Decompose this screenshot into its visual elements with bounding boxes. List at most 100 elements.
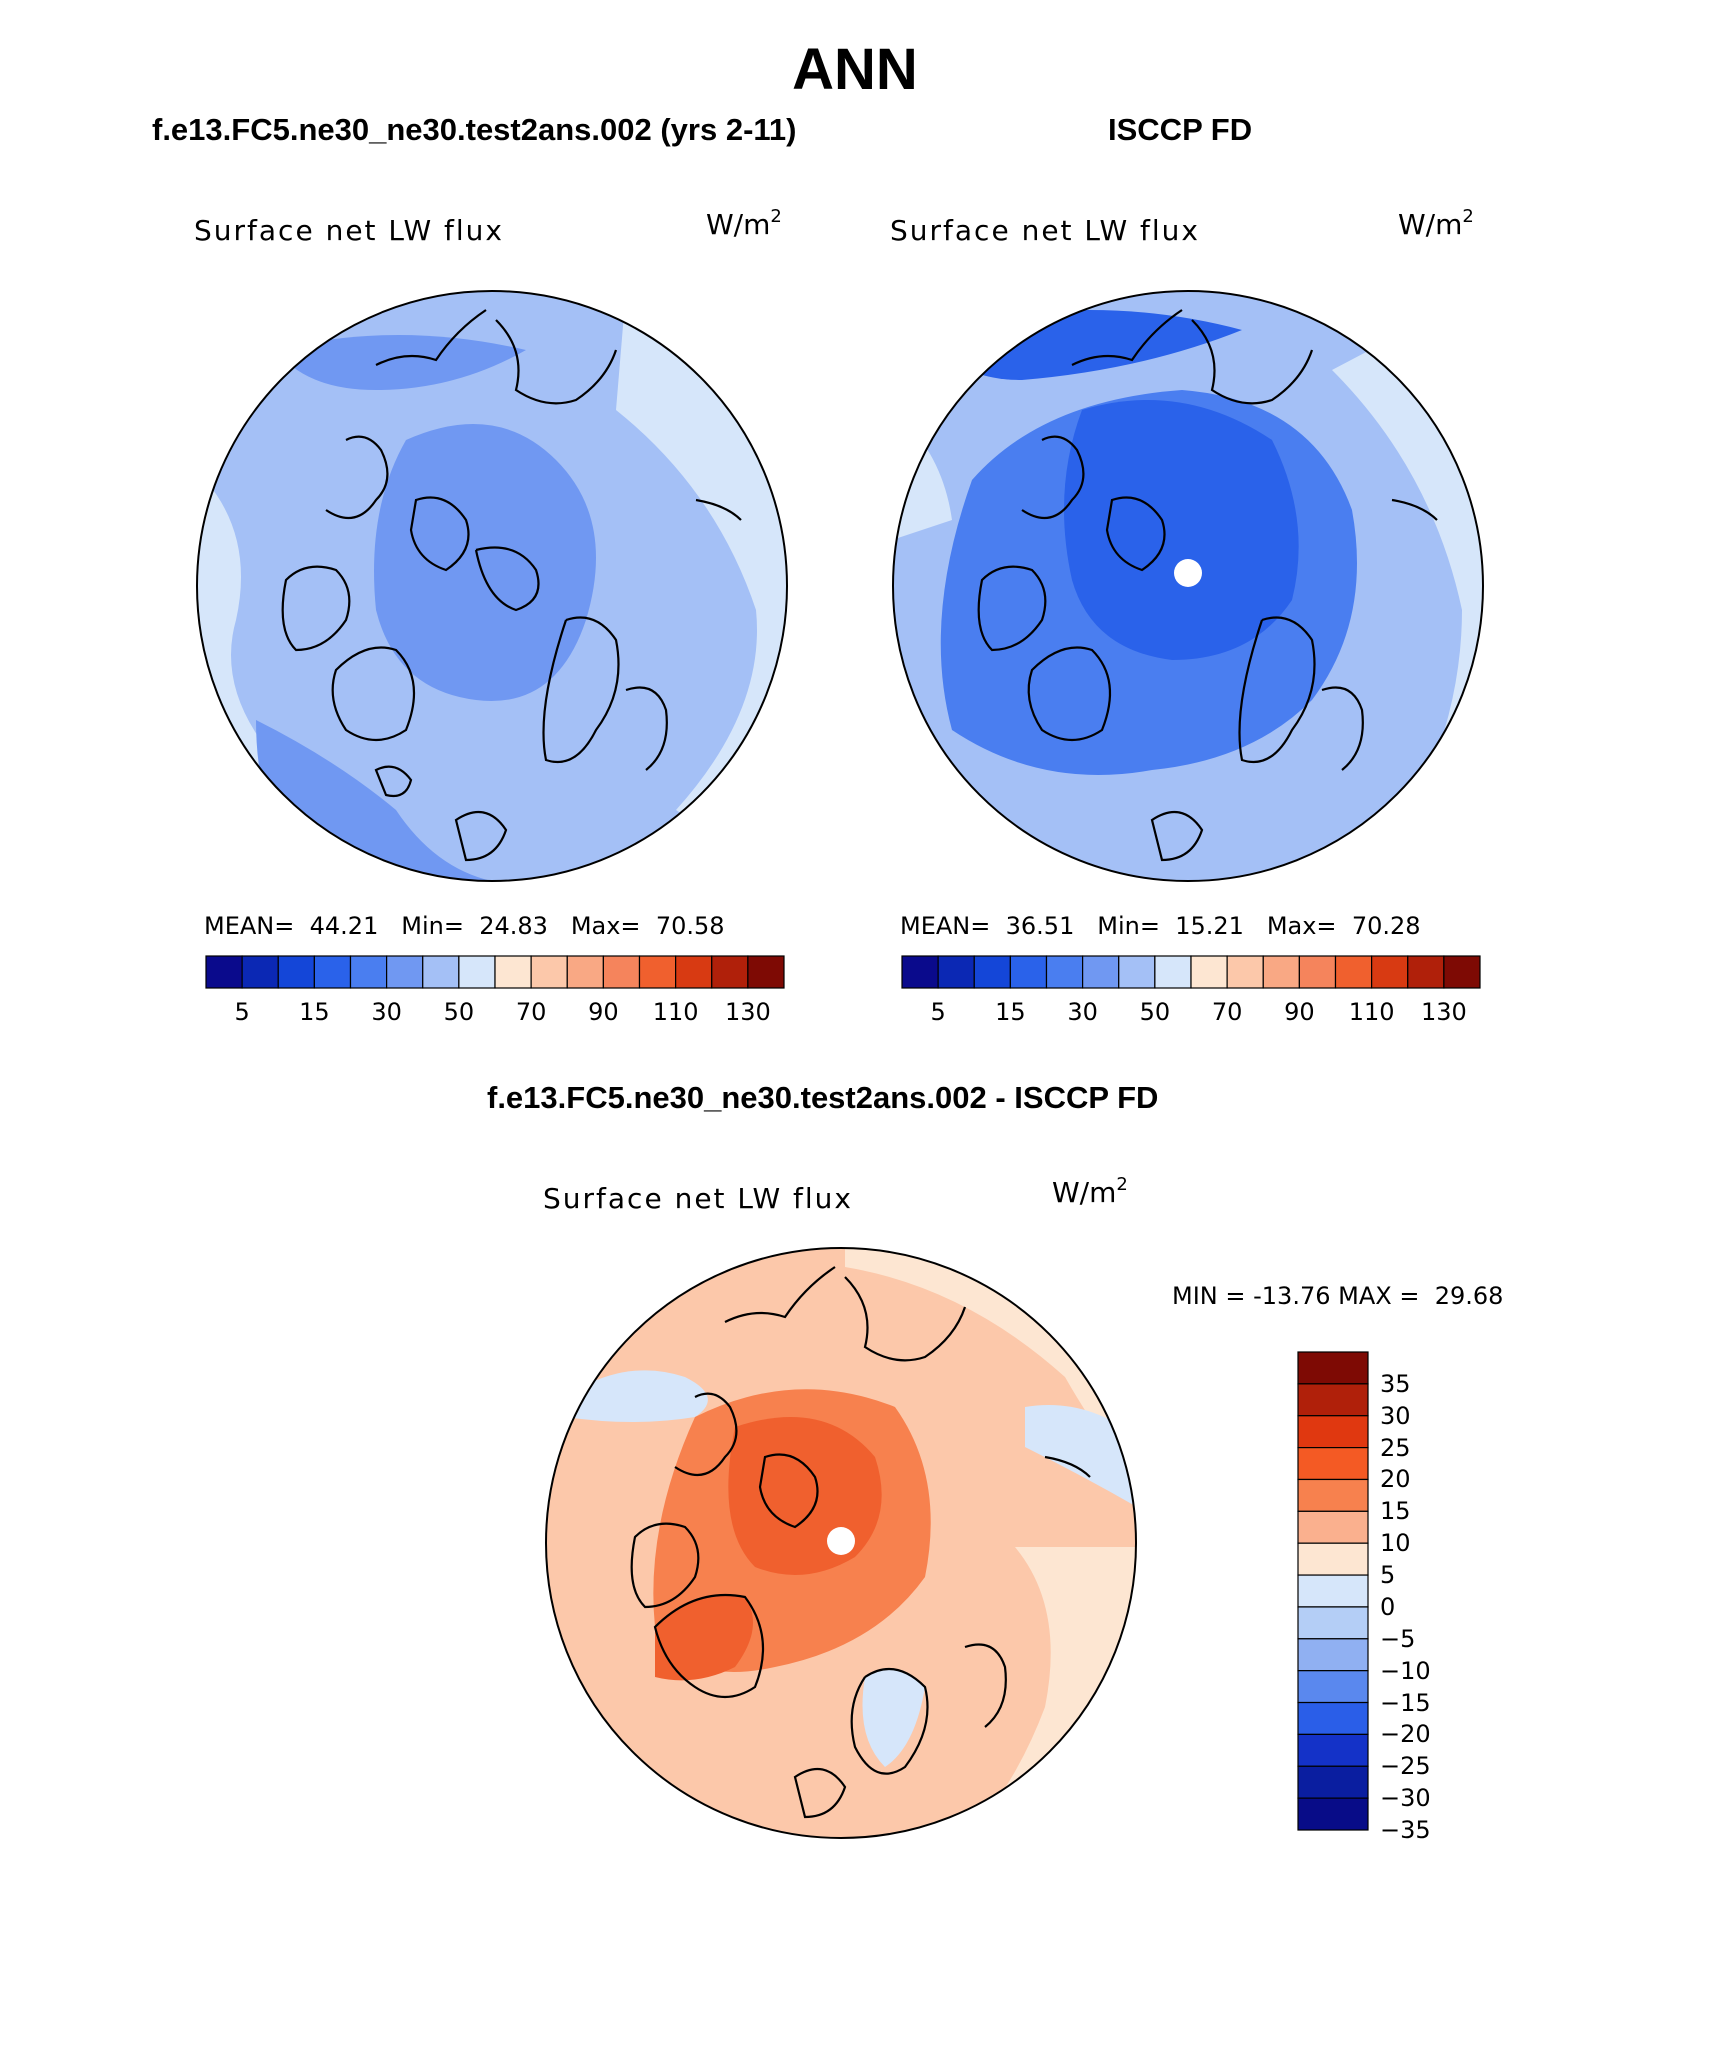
- colorbar-tick-label: 5: [234, 998, 250, 1026]
- colorbar-tick-label: 20: [1380, 1465, 1411, 1494]
- panel3-coastlines: [630, 1266, 1091, 1819]
- panel2-colorbar: [901, 955, 1481, 989]
- colorbar-tick-label: −10: [1380, 1656, 1431, 1685]
- colorbar-tick-label: −15: [1380, 1688, 1431, 1717]
- colorbar-swatch: [1190, 955, 1228, 989]
- colorbar-swatch: [973, 955, 1011, 989]
- colorbar-tick-label: 70: [1211, 998, 1243, 1026]
- colorbar-tick-label: −35: [1380, 1816, 1431, 1844]
- colorbar-tick-label: 90: [588, 998, 619, 1026]
- colorbar-swatch: [602, 955, 641, 989]
- colorbar-tick-label: 30: [1067, 998, 1098, 1026]
- colorbar-swatch: [1045, 955, 1084, 989]
- colorbar-tick-label: 10: [1380, 1529, 1411, 1558]
- colorbar-swatch: [494, 955, 532, 989]
- colorbar-swatch: [422, 955, 460, 989]
- panel3-field-neg-ne: [1025, 1405, 1136, 1507]
- colorbar-tick-label: 50: [443, 998, 475, 1026]
- colorbar-swatch: [1297, 1351, 1369, 1385]
- colorbar-swatch: [1407, 955, 1445, 989]
- colorbar-swatch: [1226, 955, 1264, 989]
- colorbar-swatch: [901, 955, 939, 989]
- colorbar-swatch: [1082, 955, 1120, 989]
- colorbar-swatch: [241, 955, 279, 989]
- colorbar-swatch: [205, 955, 243, 989]
- colorbar-swatch: [1297, 1797, 1369, 1831]
- colorbar-tick-label: −25: [1380, 1752, 1431, 1781]
- colorbar-swatch: [638, 955, 677, 989]
- colorbar-tick-label: 35: [1380, 1369, 1411, 1398]
- panel3-case-title: f.e13.FC5.ne30_ne30.test2ans.002 - ISCCP…: [487, 1080, 1159, 1115]
- panel3-colorbar: [1297, 1351, 1369, 1831]
- colorbar-swatch: [1297, 1415, 1369, 1449]
- colorbar-swatch: [1297, 1574, 1369, 1608]
- panel2-polar-map: [892, 290, 1484, 882]
- panel1-field-light-east: [616, 291, 787, 881]
- panel3-field-neg-nw: [565, 1370, 708, 1422]
- panel3-polar-map: [545, 1247, 1137, 1839]
- colorbar-swatch: [1297, 1542, 1369, 1576]
- main-title: ANN: [792, 37, 918, 102]
- colorbar-tick-label: 15: [299, 998, 330, 1026]
- colorbar-swatch: [747, 955, 785, 989]
- panel3-units: W/m2: [1052, 1174, 1128, 1209]
- panel1-field-warm-east: [756, 390, 787, 470]
- colorbar-swatch: [1262, 955, 1300, 989]
- panel1-units: W/m2: [706, 206, 782, 241]
- panel1-stats: MEAN= 44.21 Min= 24.83 Max= 70.58: [204, 912, 725, 940]
- panel1-case-title: f.e13.FC5.ne30_ne30.test2ans.002 (yrs 2-…: [152, 112, 797, 147]
- panel1-colorbar-labels: 5 15 30 50 70 90 110 130: [206, 998, 784, 1028]
- colorbar-swatch: [1297, 1701, 1369, 1735]
- colorbar-swatch: [1297, 1606, 1369, 1640]
- colorbar-tick-label: 110: [1348, 998, 1395, 1026]
- colorbar-tick-label: 25: [1380, 1433, 1411, 1462]
- colorbar-tick-label: 50: [1139, 998, 1171, 1026]
- colorbar-tick-label: 30: [371, 998, 402, 1026]
- colorbar-tick-label: 5: [930, 998, 946, 1026]
- panel2-coastlines: [977, 309, 1438, 862]
- panel1-variable-label: Surface net LW flux: [194, 214, 504, 247]
- colorbar-tick-label: 130: [1420, 998, 1467, 1026]
- panel3-variable-label: Surface net LW flux: [543, 1182, 853, 1215]
- panel3-pole-mask: [827, 1527, 855, 1555]
- panel2-case-title: ISCCP FD: [1108, 112, 1253, 147]
- colorbar-tick-label: 110: [652, 998, 699, 1026]
- panel3-field-deep-greenland: [655, 1595, 753, 1681]
- panel2-pole-mask: [1174, 559, 1202, 587]
- colorbar-swatch: [1297, 1638, 1369, 1672]
- colorbar-tick-label: 0: [1380, 1592, 1396, 1621]
- panel3-minmax: MIN = -13.76 MAX = 29.68: [1172, 1282, 1504, 1310]
- colorbar-tick-label: 130: [724, 998, 771, 1026]
- panel1-field-central: [374, 424, 596, 701]
- colorbar-swatch: [349, 955, 388, 989]
- colorbar-swatch: [1443, 955, 1481, 989]
- colorbar-swatch: [313, 955, 352, 989]
- colorbar-swatch: [1297, 1733, 1369, 1767]
- colorbar-swatch: [566, 955, 604, 989]
- panel1-map-border: [196, 290, 788, 882]
- colorbar-swatch: [1154, 955, 1192, 989]
- colorbar-swatch: [1334, 955, 1373, 989]
- panel2-variable-label: Surface net LW flux: [890, 214, 1200, 247]
- colorbar-tick-label: −30: [1380, 1784, 1431, 1813]
- colorbar-tick-label: 30: [1380, 1401, 1411, 1430]
- colorbar-tick-label: 5: [1380, 1561, 1396, 1590]
- colorbar-swatch: [1298, 955, 1337, 989]
- colorbar-tick-label: 15: [995, 998, 1026, 1026]
- colorbar-swatch: [1297, 1446, 1369, 1481]
- panel2-stats: MEAN= 36.51 Min= 15.21 Max= 70.28: [900, 912, 1421, 940]
- colorbar-swatch: [530, 955, 568, 989]
- colorbar-swatch: [1297, 1765, 1369, 1799]
- colorbar-tick-label: 70: [515, 998, 547, 1026]
- colorbar-tick-label: 15: [1380, 1497, 1411, 1526]
- panel2-field-deep-core: [1064, 400, 1299, 660]
- panel3-map-border: [545, 1247, 1137, 1839]
- colorbar-tick-label: 90: [1284, 998, 1315, 1026]
- panel3-field-neg-scandinavia: [862, 1669, 925, 1767]
- panel3-field-deep-core: [728, 1417, 882, 1575]
- colorbar-swatch: [386, 955, 424, 989]
- panel2-colorbar-labels: 5 15 30 50 70 90 110 130: [902, 998, 1480, 1028]
- panel1-coastlines: [281, 309, 742, 862]
- colorbar-swatch: [1009, 955, 1048, 989]
- colorbar-swatch: [675, 955, 713, 989]
